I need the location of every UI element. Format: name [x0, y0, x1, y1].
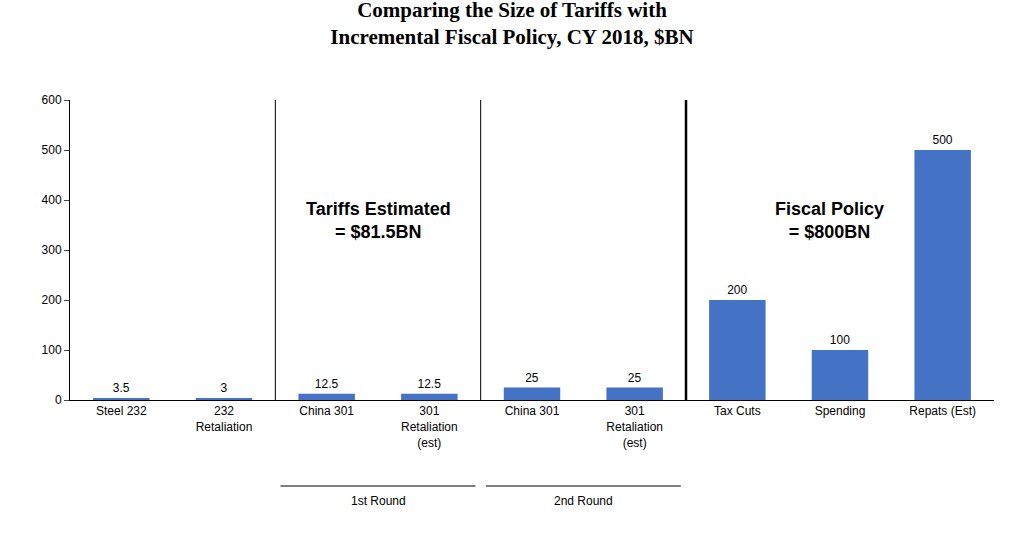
- svg-text:100: 100: [42, 343, 62, 357]
- svg-text:Steel 232: Steel 232: [96, 404, 147, 418]
- svg-text:300: 300: [42, 243, 62, 257]
- svg-text:301Retaliation(est): 301Retaliation(est): [401, 404, 458, 449]
- svg-text:China 301: China 301: [505, 404, 560, 418]
- svg-text:25: 25: [525, 371, 539, 385]
- svg-text:Tariffs Estimated= $81.5BN: Tariffs Estimated= $81.5BN: [306, 199, 451, 242]
- svg-text:500: 500: [932, 133, 952, 147]
- svg-text:200: 200: [727, 283, 747, 297]
- svg-text:Repats (Est): Repats (Est): [909, 404, 976, 418]
- svg-text:0: 0: [55, 393, 62, 407]
- svg-text:Spending: Spending: [815, 404, 866, 418]
- svg-text:100: 100: [830, 333, 850, 347]
- svg-text:3: 3: [221, 381, 228, 395]
- svg-text:25: 25: [628, 371, 642, 385]
- svg-text:12.5: 12.5: [315, 377, 339, 391]
- svg-text:1st Round: 1st Round: [351, 494, 406, 508]
- svg-text:Fiscal Policy= $800BN: Fiscal Policy= $800BN: [775, 199, 884, 242]
- svg-text:200: 200: [42, 293, 62, 307]
- svg-text:2nd Round: 2nd Round: [554, 494, 613, 508]
- svg-text:China 301: China 301: [299, 404, 354, 418]
- svg-text:232Retaliation: 232Retaliation: [196, 404, 253, 434]
- svg-text:12.5: 12.5: [417, 377, 441, 391]
- svg-text:Tax Cuts: Tax Cuts: [714, 404, 761, 418]
- svg-text:400: 400: [42, 193, 62, 207]
- svg-text:301Retaliation(est): 301Retaliation(est): [606, 404, 663, 449]
- svg-text:600: 600: [42, 93, 62, 107]
- svg-text:Comparing the Size of Tariffs: Comparing the Size of Tariffs withIncrem…: [330, 0, 693, 49]
- svg-text:500: 500: [42, 143, 62, 157]
- svg-text:3.5: 3.5: [113, 381, 130, 395]
